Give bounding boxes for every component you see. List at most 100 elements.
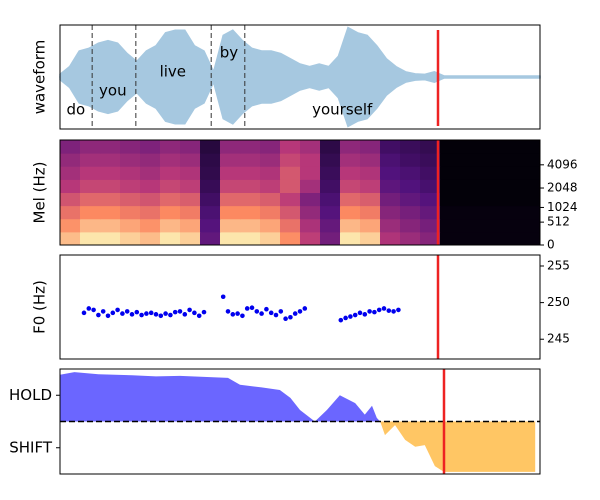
f0-point: [91, 307, 96, 313]
y-tick-label: 245: [547, 332, 570, 346]
heatmap-cell: [440, 218, 461, 233]
heatmap-cell: [80, 140, 101, 154]
heatmap-cell: [340, 205, 361, 220]
heatmap-cell: [420, 179, 441, 193]
f0-point: [168, 312, 173, 318]
heatmap-cell: [80, 166, 101, 180]
heatmap-cell: [360, 218, 381, 233]
heatmap-cell: [180, 179, 201, 193]
y-tick-label: 250: [547, 295, 570, 309]
heatmap-cell: [480, 140, 501, 154]
y-tick-label: 4096: [547, 157, 578, 171]
y-axis-label: Mel (Hz): [31, 162, 49, 224]
heatmap-cell: [400, 218, 421, 233]
heatmap-cell: [340, 153, 361, 167]
f0-point: [283, 316, 288, 322]
f0-point: [254, 309, 260, 314]
heatmap-cell: [140, 218, 161, 233]
heatmap-cell: [100, 205, 121, 220]
f0-point: [110, 310, 116, 316]
heatmap-cell: [200, 140, 221, 154]
heatmap-cell: [280, 166, 301, 180]
waveform-upper: [59, 26, 541, 78]
heatmap-cell: [400, 153, 421, 167]
f0-point: [235, 311, 240, 316]
f0-point: [201, 309, 207, 315]
heatmap-cell: [440, 166, 461, 180]
heatmap-cell: [480, 205, 501, 220]
heatmap-cell: [280, 231, 301, 246]
heatmap-cell: [220, 218, 241, 233]
heatmap-cell: [300, 166, 321, 180]
f0-point: [86, 306, 92, 311]
heatmap-cell: [200, 192, 221, 207]
heatmap-cell: [120, 218, 141, 233]
heatmap-cell: [200, 218, 221, 233]
heatmap-cell: [420, 205, 441, 220]
heatmap-cell: [440, 205, 461, 220]
heatmap-cell: [420, 218, 441, 233]
heatmap-cell: [180, 231, 201, 246]
y-axis-label: F0 (Hz): [31, 280, 49, 334]
f0-point: [302, 306, 308, 311]
heatmap-cell: [200, 166, 221, 180]
heatmap-cell: [380, 140, 401, 154]
f0-point: [100, 309, 106, 314]
heatmap-cell: [320, 218, 341, 233]
heatmap-cell: [500, 205, 521, 220]
heatmap-cell: [160, 179, 181, 193]
heatmap-cell: [420, 231, 441, 246]
y-tick-label: SHIFT: [9, 438, 53, 456]
f0-point: [259, 311, 264, 316]
heatmap-cell: [380, 166, 401, 180]
heatmap-cell: [100, 218, 121, 233]
heatmap-cell: [240, 192, 261, 207]
heatmap-cell: [120, 153, 141, 167]
heatmap-cell: [100, 166, 121, 180]
heatmap-cell: [500, 166, 521, 180]
heatmap-cell: [340, 218, 361, 233]
heatmap-cell: [60, 231, 81, 246]
f0-point: [386, 308, 392, 313]
heatmap-cell: [120, 166, 141, 180]
heatmap-cell: [280, 205, 301, 220]
heatmap-cell: [140, 166, 161, 180]
heatmap-cell: [460, 205, 481, 220]
f0-point: [187, 307, 192, 313]
heatmap-cell: [300, 192, 321, 207]
heatmap-cell: [60, 218, 81, 233]
f0-point: [163, 311, 168, 316]
heatmap-cell: [380, 179, 401, 193]
heatmap-cell: [420, 166, 441, 180]
heatmap-cell: [520, 218, 541, 233]
heatmap-cell: [340, 179, 361, 193]
y-tick-label: 2048: [547, 181, 578, 195]
heatmap-cell: [180, 140, 201, 154]
heatmap-cell: [300, 140, 321, 154]
f0-point: [292, 311, 298, 316]
heatmap-cell: [260, 166, 281, 180]
heatmap-cell: [160, 166, 181, 180]
heatmap-cell: [300, 153, 321, 167]
f0-point: [376, 307, 382, 313]
heatmap-cell: [460, 231, 481, 246]
heatmap-cell: [340, 192, 361, 207]
heatmap-cell: [440, 192, 461, 207]
heatmap-cell: [60, 179, 81, 193]
heatmap-cell: [380, 205, 401, 220]
f0-point: [352, 312, 358, 318]
heatmap-cell: [240, 231, 261, 246]
heatmap-cell: [220, 179, 241, 193]
heatmap-cell: [160, 140, 181, 154]
heatmap-cell: [360, 153, 381, 167]
heatmap-cell: [100, 153, 121, 167]
f0-point: [139, 312, 144, 318]
f0-point: [192, 310, 197, 316]
heatmap-cell: [260, 153, 281, 167]
heatmap-cell: [220, 153, 241, 167]
heatmap-cell: [520, 166, 541, 180]
f0-point: [338, 317, 344, 323]
heatmap-cell: [400, 166, 421, 180]
heatmap-cell: [480, 192, 501, 207]
heatmap-cell: [320, 192, 341, 207]
